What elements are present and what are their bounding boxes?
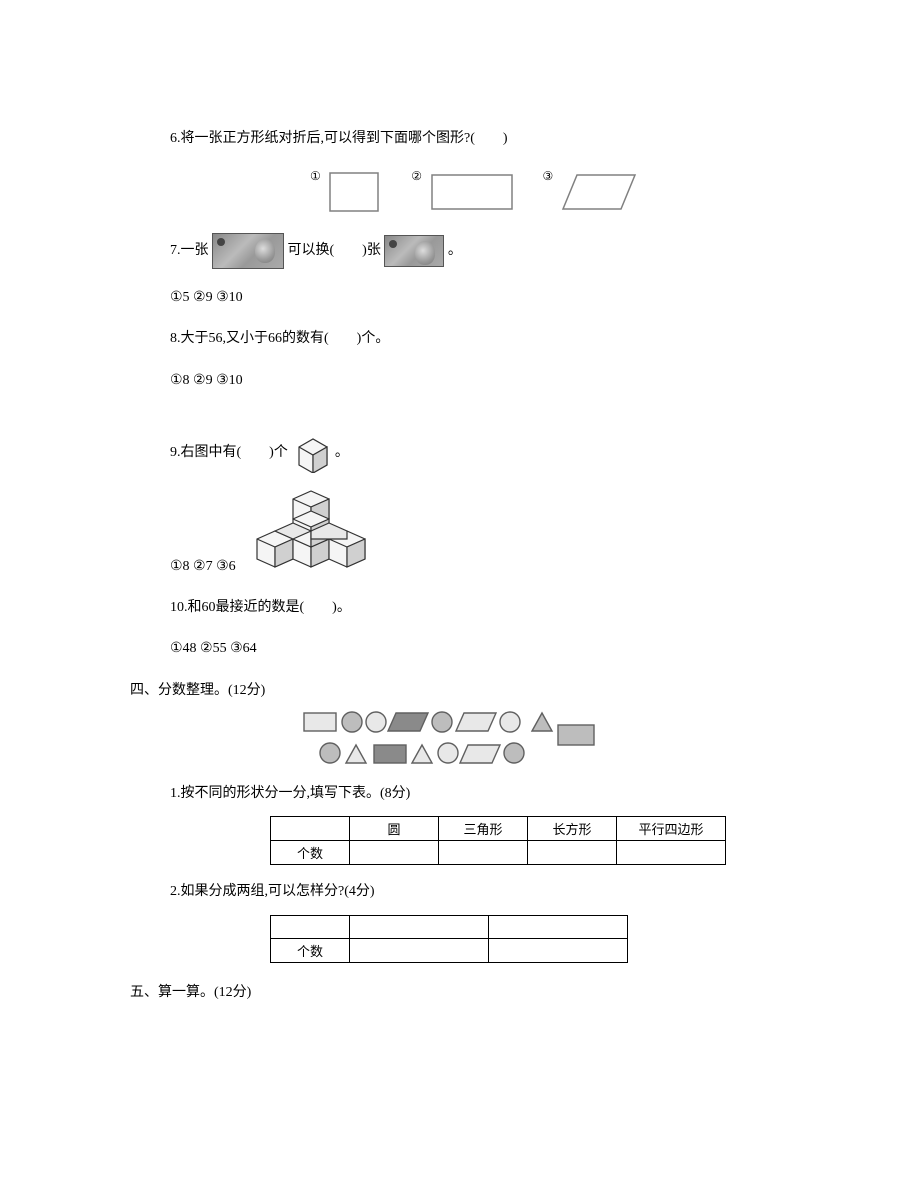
th-para: 平行四边形	[617, 817, 726, 841]
cube-stack-icon	[249, 489, 379, 579]
section-5-title: 五、算一算。(12分)	[130, 981, 790, 1001]
th-g1	[350, 915, 489, 938]
th-triangle: 三角形	[439, 817, 528, 841]
row-label: 个数	[271, 841, 350, 865]
q7-mid: 可以换( )张	[288, 243, 381, 258]
s4-q1-text: 1.按不同的形状分一分,填写下表。(8分)	[170, 781, 790, 806]
th-circle: 圆	[350, 817, 439, 841]
s4-q1: 1.按不同的形状分一分,填写下表。(8分) 圆 三角形 长方形 平行四边形 个数	[170, 781, 790, 865]
cell	[439, 841, 528, 865]
q10-text: 10.和60最接近的数是( )。	[170, 595, 790, 620]
cell	[350, 938, 489, 962]
q6-opt3-label: ③	[543, 169, 554, 184]
th-rect: 长方形	[528, 817, 617, 841]
rectangle-icon	[428, 169, 518, 215]
th-g2	[489, 915, 628, 938]
cube-icon	[291, 433, 331, 473]
table-row: 圆 三角形 长方形 平行四边形	[271, 817, 726, 841]
banknote-50-icon	[212, 233, 284, 269]
q9-pre: 9.右图中有( )个	[170, 445, 288, 460]
section-4-title: 四、分数整理。(12分)	[130, 679, 790, 699]
cell	[528, 841, 617, 865]
q7-post: 。	[448, 243, 462, 258]
question-10: 10.和60最接近的数是( )。 ①48 ②55 ③64	[170, 595, 790, 661]
q6-text: 6.将一张正方形纸对折后,可以得到下面哪个图形?( )	[170, 126, 790, 151]
question-6: 6.将一张正方形纸对折后,可以得到下面哪个图形?( ) ① ② ③	[170, 126, 790, 215]
cell	[489, 938, 628, 962]
section-5: 五、算一算。(12分)	[130, 981, 790, 1001]
mixed-shapes-icon	[300, 709, 620, 771]
section-4: 四、分数整理。(12分)	[130, 679, 790, 962]
q9-options: ①8 ②7 ③6	[170, 554, 236, 579]
q7-line: 7.一张 可以换( )张 。	[170, 233, 790, 269]
th-blank	[271, 817, 350, 841]
s4-q2-table: 个数	[270, 915, 628, 963]
question-9: 9.右图中有( )个 。 ①8 ②7 ③6	[170, 433, 790, 579]
th-blank	[271, 915, 350, 938]
q9-figure-row: ①8 ②7 ③6	[170, 489, 790, 579]
q8-options: ①8 ②9 ③10	[170, 368, 790, 393]
banknote-5-icon	[384, 235, 444, 267]
exam-page: 6.将一张正方形纸对折后,可以得到下面哪个图形?( ) ① ② ③ 7.一张 可…	[0, 0, 920, 1059]
parallelogram-icon	[559, 169, 639, 215]
s4-q2-text: 2.如果分成两组,可以怎样分?(4分)	[170, 879, 790, 904]
q7-options: ①5 ②9 ③10	[170, 285, 790, 310]
table-row	[271, 915, 628, 938]
q6-opt1-label: ①	[310, 169, 321, 184]
q10-options: ①48 ②55 ③64	[170, 636, 790, 661]
cell	[617, 841, 726, 865]
square-icon	[326, 169, 386, 215]
table-row: 个数	[271, 938, 628, 962]
cell	[350, 841, 439, 865]
q9-line: 9.右图中有( )个 。	[170, 433, 790, 473]
s4-q1-table: 圆 三角形 长方形 平行四边形 个数	[270, 816, 726, 865]
q6-opt2-label: ②	[411, 169, 422, 184]
shapes-cluster	[300, 709, 790, 771]
q6-shapes: ① ② ③	[310, 169, 790, 215]
row-label: 个数	[271, 938, 350, 962]
question-8: 8.大于56,又小于66的数有( )个。 ①8 ②9 ③10	[170, 326, 790, 392]
table-row: 个数	[271, 841, 726, 865]
question-7: 7.一张 可以换( )张 。 ①5 ②9 ③10	[170, 233, 790, 310]
s4-q2: 2.如果分成两组,可以怎样分?(4分) 个数	[170, 879, 790, 962]
q7-pre: 7.一张	[170, 243, 209, 258]
q9-post: 。	[335, 445, 349, 460]
q8-text: 8.大于56,又小于66的数有( )个。	[170, 326, 790, 351]
